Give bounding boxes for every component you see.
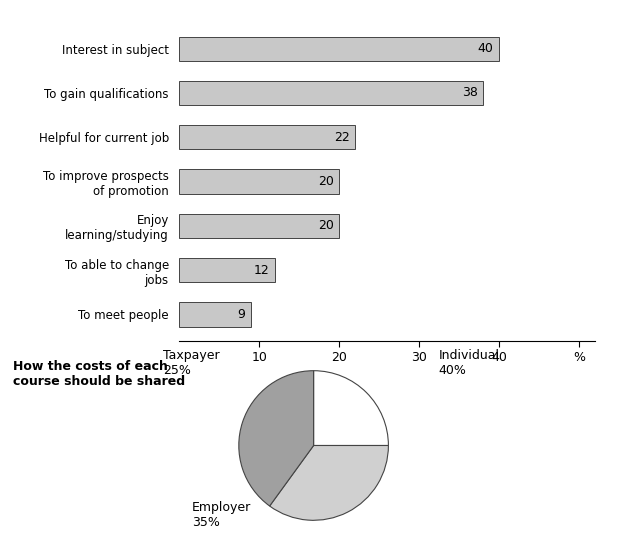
Wedge shape: [314, 371, 388, 446]
Text: Employer
35%: Employer 35%: [192, 500, 252, 529]
Text: 40: 40: [477, 42, 493, 55]
Text: 20: 20: [317, 175, 333, 188]
Text: How the costs of each
course should be shared: How the costs of each course should be s…: [13, 360, 185, 388]
Bar: [179, 169, 339, 194]
Bar: [179, 213, 339, 238]
Wedge shape: [239, 371, 314, 506]
Bar: [179, 258, 275, 282]
Text: 20: 20: [317, 219, 333, 232]
Wedge shape: [269, 446, 388, 520]
Bar: [179, 125, 355, 150]
Text: 12: 12: [254, 263, 269, 277]
Text: 9: 9: [237, 308, 246, 321]
Bar: [179, 36, 499, 61]
Bar: [179, 81, 483, 105]
Text: Individual
40%: Individual 40%: [438, 349, 499, 377]
Text: 38: 38: [461, 86, 477, 100]
Text: Taxpayer
25%: Taxpayer 25%: [163, 349, 220, 377]
Text: 22: 22: [334, 131, 349, 144]
Bar: [179, 302, 252, 327]
